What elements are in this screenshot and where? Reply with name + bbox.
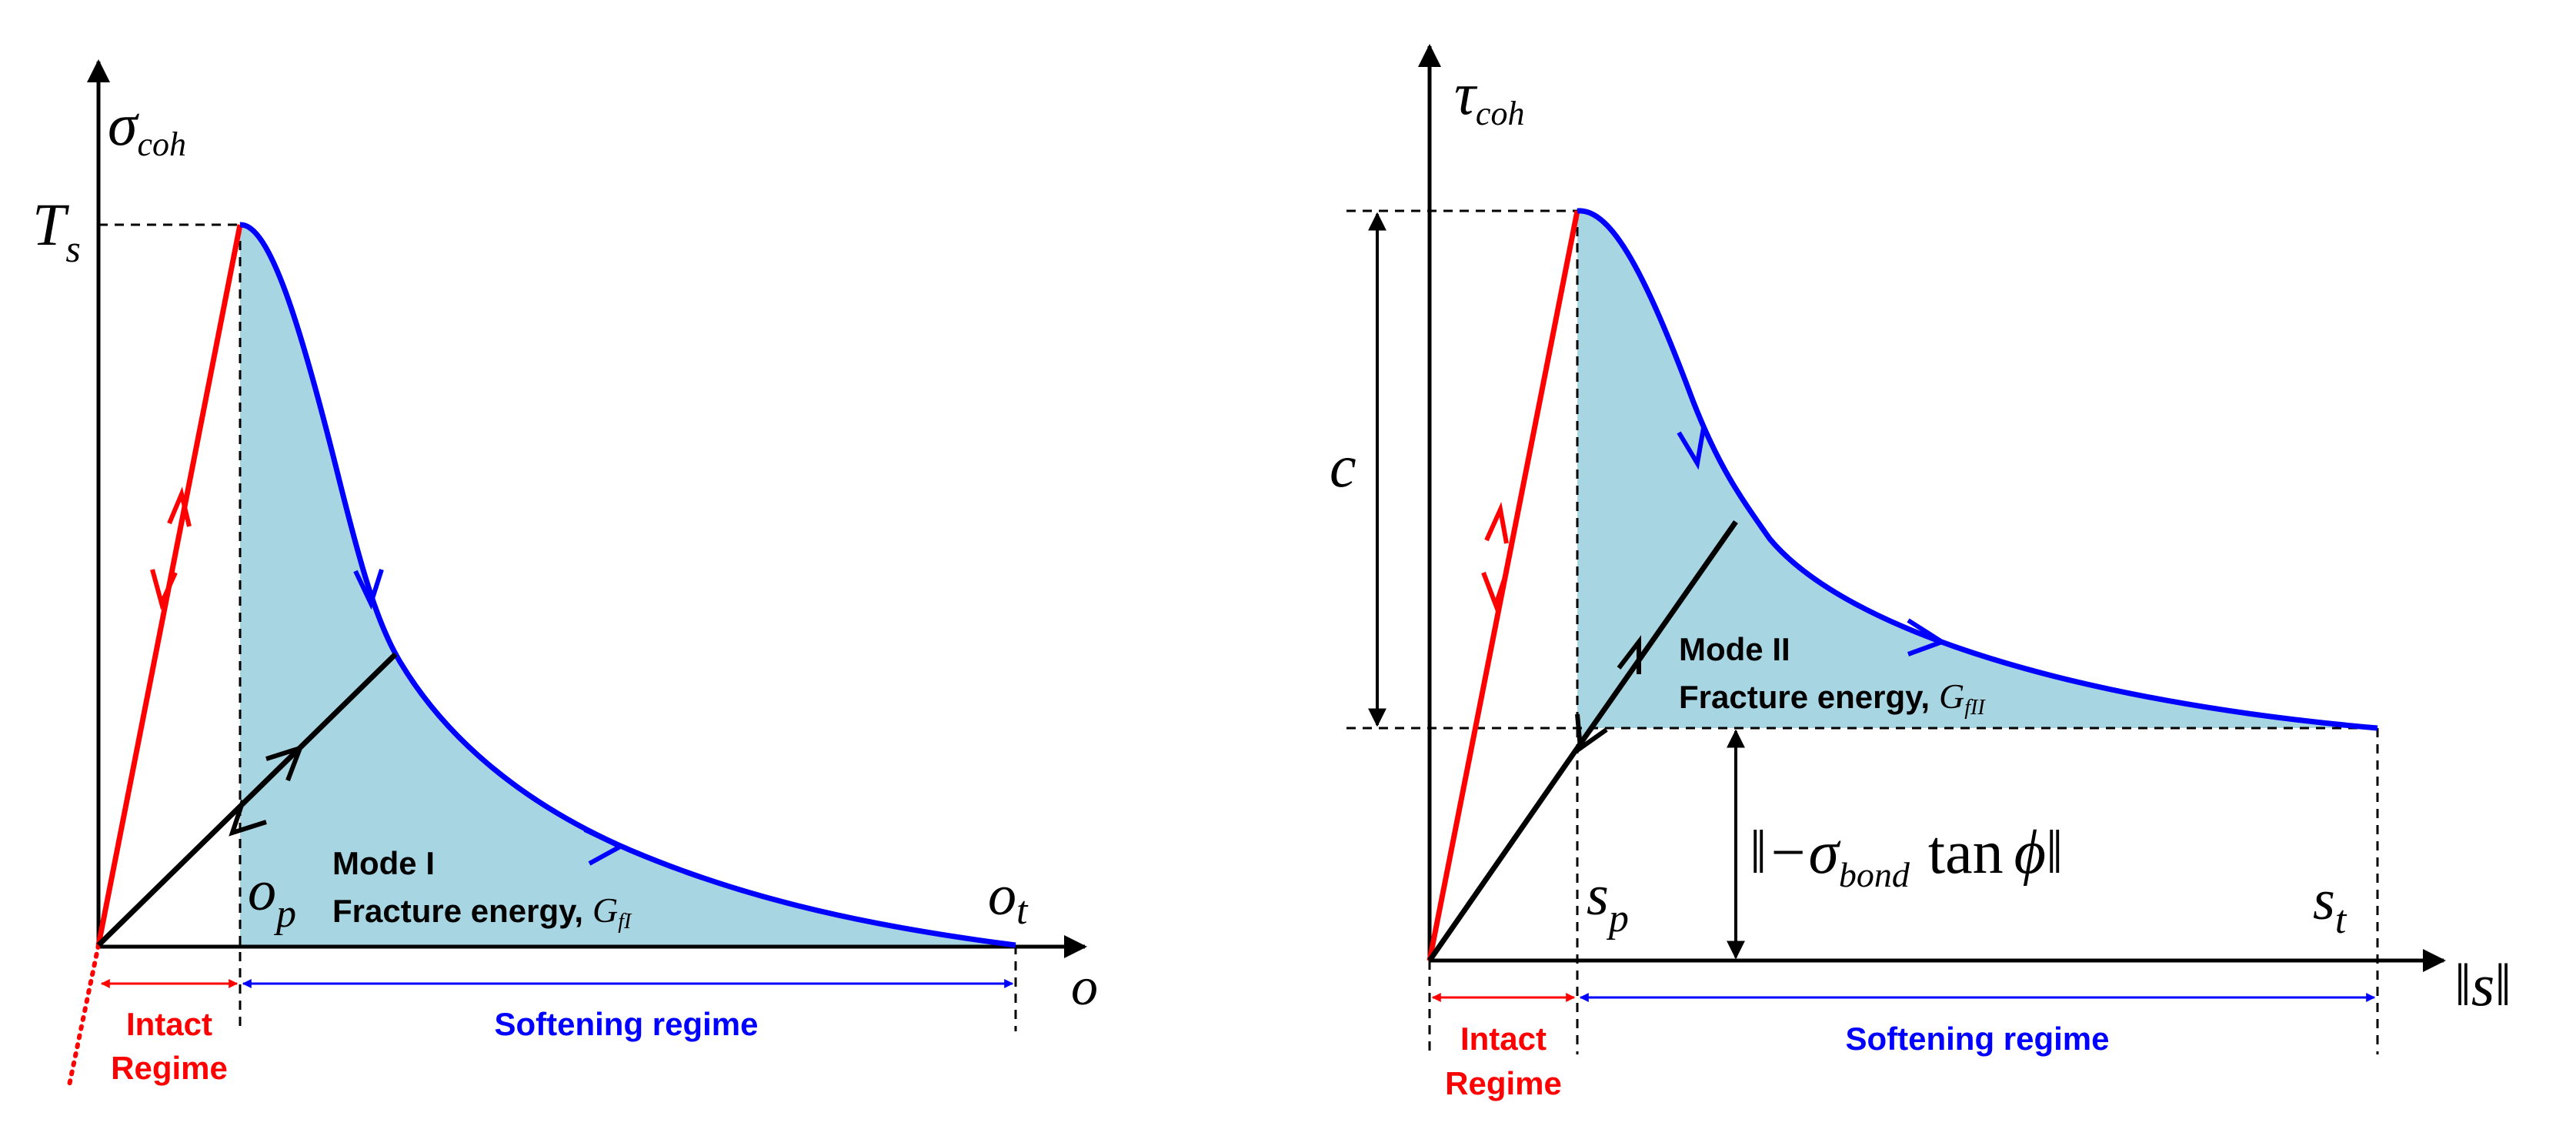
- y-axis-label-mode-one: σcoh: [108, 91, 186, 163]
- softening-label-mode-one: Softening regime: [494, 1006, 758, 1042]
- unloading-line-mode-two: [1427, 747, 1580, 962]
- final-label-mode-one: ot: [988, 864, 1029, 933]
- final-label-mode-two: st: [2313, 869, 2347, 942]
- unloading-line-mode-one: [96, 652, 398, 947]
- softening-arrow-upper-mode-two: [1677, 427, 1706, 470]
- intact-label-line2-mode-two: Regime: [1445, 1065, 1562, 1101]
- elastic-extension-mode-one: [67, 943, 101, 1088]
- unloading-arrow-mode-one: [150, 569, 178, 610]
- intact-label-line1-mode-one: Intact: [126, 1006, 212, 1042]
- softening-label-mode-two: Softening regime: [1845, 1021, 2109, 1057]
- energy-label-mode-two: Fracture energy, GfII: [1679, 677, 1986, 720]
- unloading-segment-mode-two: [1575, 520, 1738, 750]
- unload-arrow-mode-two: [1575, 713, 1608, 753]
- intact-label-line1-mode-two: Intact: [1460, 1021, 1547, 1057]
- friction-label-mode-two: ‖−σbond tan ϕ‖: [1750, 819, 2064, 894]
- x-axis-label-mode-one: o: [1071, 957, 1098, 1017]
- unloading-wedge-mode-two: [1577, 522, 1770, 748]
- reload-arrow-mode-one: [265, 744, 305, 782]
- intact-label-line2-mode-one: Regime: [111, 1050, 228, 1086]
- x-axis-label-mode-two: ‖s‖: [2454, 951, 2511, 1018]
- softening-arrow-lower-mode-one: [583, 827, 626, 866]
- softening-curve-mode-one: [239, 222, 1016, 948]
- unload-arrow-mode-one: [229, 800, 267, 837]
- mode-label-mode-one: Mode I: [332, 845, 435, 881]
- softening-arrow-upper-mode-one: [353, 569, 384, 610]
- onset-label-mode-two: sp: [1587, 864, 1629, 941]
- onset-label-mode-one: op: [248, 860, 296, 936]
- mode-one-panel: σcoh Ts o op ot Mode I Fracture energy, G…: [32, 59, 1098, 1088]
- unloading-arrow-mode-two: [1481, 571, 1509, 612]
- softening-arrow-lower-mode-two: [1907, 618, 1947, 657]
- y-axis-label-mode-two: τcoh: [1454, 60, 1524, 132]
- cohesion-label-mode-two: c: [1330, 433, 1356, 500]
- loading-arrow-mode-one: [167, 486, 192, 527]
- mode-label-mode-two: Mode II: [1679, 631, 1790, 667]
- reload-arrow-mode-two: [1617, 635, 1641, 674]
- energy-label-mode-one: Fracture energy, GfI: [332, 890, 632, 934]
- softening-curve-mode-two: [1577, 208, 2378, 731]
- mode-two-panel: τcoh c ‖s‖ sp st ‖−σbond tan ϕ‖ Mode II Fr…: [1330, 44, 2511, 1101]
- fracture-energy-area-mode-two: [1577, 210, 2377, 729]
- fracture-energy-area-mode-one: [240, 224, 1016, 945]
- peak-label-mode-one: Ts: [32, 191, 81, 270]
- loading-arrow-mode-two: [1484, 501, 1509, 544]
